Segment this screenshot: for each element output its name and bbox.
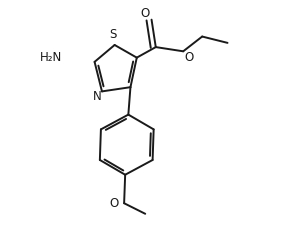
Text: N: N — [93, 90, 102, 103]
Text: O: O — [184, 51, 193, 64]
Text: O: O — [110, 197, 119, 210]
Text: H₂N: H₂N — [40, 51, 62, 64]
Text: S: S — [109, 28, 116, 41]
Text: O: O — [141, 7, 150, 20]
